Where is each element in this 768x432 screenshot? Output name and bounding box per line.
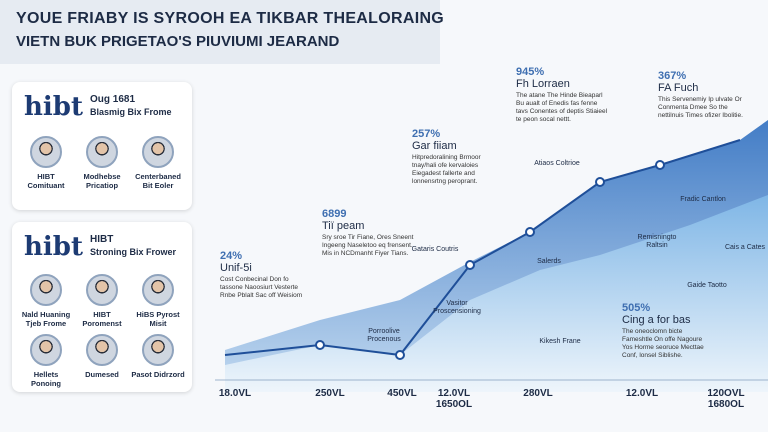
annotation: 24% Unif-5i Cost Conbecinal Don fo tassone… bbox=[220, 250, 312, 300]
annotation: 505% Cing a for bas The oneoclomn bicte Fa… bbox=[622, 302, 714, 360]
node bbox=[655, 160, 665, 170]
logo: hibt bbox=[24, 92, 83, 122]
x-label: 280VL bbox=[523, 388, 553, 399]
node bbox=[395, 350, 405, 360]
logo: hibt bbox=[24, 232, 83, 262]
annotation-value: 24% bbox=[220, 250, 243, 262]
node bbox=[595, 177, 605, 187]
person: Nald Huaning Tjeb Frome bbox=[18, 274, 74, 328]
panel: hibt HIBT Stroning Bix Frower Nald Huaning … bbox=[12, 222, 192, 392]
annotation-title: Unif-5i bbox=[220, 262, 252, 274]
x-label: 450VL bbox=[387, 388, 417, 399]
person-name: Pasot Didrzord bbox=[131, 370, 185, 379]
avatar bbox=[30, 334, 62, 366]
person: Hellets Ponoing bbox=[18, 334, 74, 388]
people: Nald Huaning Tjeb Frome HIBT Poromenst HiB… bbox=[18, 274, 186, 394]
person-name: Centerbaned Bit Eoler bbox=[135, 172, 181, 190]
person-name: HIBT Comituant bbox=[27, 172, 65, 190]
header: YOUE FRIABY IS SYROOH EA TIKBAR THEALORA… bbox=[0, 0, 444, 64]
trend-line bbox=[224, 139, 741, 357]
annotation-value: 6899 bbox=[322, 208, 347, 220]
person: Modhebse Pricatiop bbox=[74, 136, 130, 190]
person: HIBT Poromenst bbox=[74, 274, 130, 328]
x-label: 250VL bbox=[315, 388, 345, 399]
avatar bbox=[142, 334, 174, 366]
panel-subtitle: Stroning Bix Frower bbox=[90, 247, 177, 257]
chart-label: Salerds bbox=[537, 258, 561, 265]
chart-label: Porroolive Procenous bbox=[367, 328, 401, 343]
node bbox=[315, 340, 325, 350]
chart-label: Atiaos Coltrioe bbox=[534, 160, 580, 167]
chart-label: Gaide Taotto bbox=[687, 282, 727, 289]
panel-title: HIBT bbox=[90, 234, 114, 245]
annotation-value: 257% bbox=[412, 128, 441, 140]
chart-label: Fradic Cantlon bbox=[680, 196, 726, 203]
annotation-title: FA Fuch bbox=[658, 82, 699, 94]
avatar bbox=[30, 274, 62, 306]
annotation-text: The atane The Hinde Bieaparl Bu aualt of… bbox=[516, 92, 608, 123]
avatar bbox=[142, 136, 174, 168]
node bbox=[525, 227, 535, 237]
person: HIBT Comituant bbox=[18, 136, 74, 190]
panel: hibt Oug 1681 Blasmig Bix Frome HIBT Comitu… bbox=[12, 82, 192, 210]
nodes bbox=[315, 160, 665, 360]
person-name: Modhebse Pricatiop bbox=[83, 172, 121, 190]
annotation-text: Sry sroe Tir Fiane, Ores Sneent Ingeeng … bbox=[322, 234, 414, 257]
person-name: HiBS Pyrost Misit bbox=[136, 310, 180, 328]
person: Dumesed bbox=[74, 334, 130, 388]
annotation-text: This Servenemiy Ip ulvate Or Conmenta Dm… bbox=[658, 96, 743, 119]
annotation-title: Fh Lorraen bbox=[516, 78, 570, 90]
annotation-value: 505% bbox=[622, 302, 651, 314]
avatar bbox=[86, 334, 118, 366]
annotation-text: Hitpredoralining Brmoor tnay/hali ofe ke… bbox=[412, 154, 481, 185]
person-name: Dumesed bbox=[85, 370, 119, 379]
person-name: Nald Huaning Tjeb Frome bbox=[21, 310, 71, 328]
annotation: 367% FA Fuch This Servenemiy Ip ulvate Or … bbox=[658, 70, 750, 120]
people: HIBT Comituant Modhebse Pricatiop Centerba… bbox=[18, 136, 186, 196]
annotation: 6899 Tiï peam Sry sroe Tir Fiane, Ores Sne… bbox=[322, 208, 414, 258]
chart-label: Gataris Coutris bbox=[411, 246, 459, 253]
chart-label: Vasitor Proscensioning bbox=[433, 300, 481, 315]
annotation-title: Tiï peam bbox=[322, 220, 365, 232]
node bbox=[465, 260, 475, 270]
x-label: 12.0VL bbox=[625, 388, 659, 399]
avatar bbox=[86, 274, 118, 306]
x-label: 12.0VL 1650OL bbox=[435, 388, 473, 410]
person: Centerbaned Bit Eoler bbox=[130, 136, 186, 190]
person: HiBS Pyrost Misit bbox=[130, 274, 186, 328]
x-label: 18.0VL bbox=[218, 388, 252, 399]
annotation-value: 945% bbox=[516, 66, 545, 78]
person: Pasot Didrzord bbox=[130, 334, 186, 388]
avatar bbox=[142, 274, 174, 306]
title: YOUE FRIABY IS SYROOH EA TIKBAR THEALORA… bbox=[16, 10, 445, 27]
person-name: Hellets Ponoing bbox=[31, 370, 61, 388]
chart-label: Remisningto Raltsin bbox=[637, 234, 677, 249]
annotation-title: Gar fiiam bbox=[412, 140, 457, 152]
annotation: 257% Gar fiiam Hitpredoralining Brmoor tna… bbox=[412, 128, 504, 186]
chart-label: Cais a Cates bbox=[724, 244, 766, 251]
person-name: HIBT Poromenst bbox=[82, 310, 122, 328]
panel-title: Oug 1681 bbox=[90, 94, 136, 105]
panel-subtitle: Blasmig Bix Frome bbox=[90, 107, 172, 117]
annotation: 945% Fh Lorraen The atane The Hinde Bieapa… bbox=[516, 66, 608, 124]
chart-label: Kikesh Frane bbox=[539, 338, 581, 345]
area-lower bbox=[225, 195, 768, 392]
annotation-title: Cing a for bas bbox=[622, 314, 691, 326]
avatar bbox=[30, 136, 62, 168]
subtitle: VIETN BUK PRIGETAO'S PIUVIUMI JEARAND bbox=[16, 33, 340, 50]
annotation-text: The oneoclomn bicte Fameshtle On offe Na… bbox=[622, 328, 704, 359]
annotation-text: Cost Conbecinal Don fo tassone Naoosiurt… bbox=[220, 276, 303, 299]
annotation-value: 367% bbox=[658, 70, 687, 82]
avatar bbox=[86, 136, 118, 168]
x-label: 120OVL 1680OL bbox=[707, 388, 745, 410]
